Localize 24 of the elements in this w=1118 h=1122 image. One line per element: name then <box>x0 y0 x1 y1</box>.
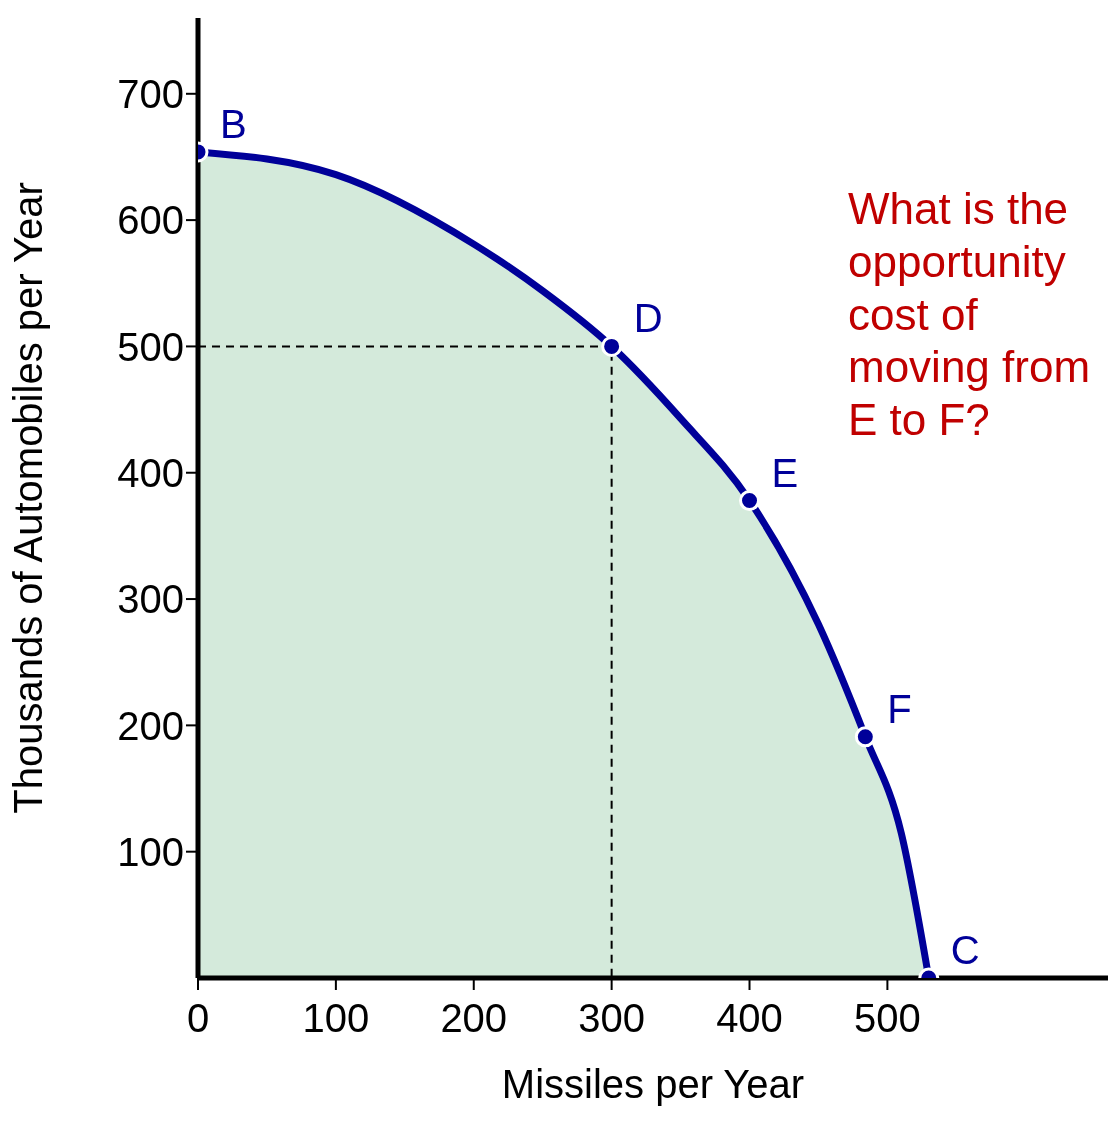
annotation: What is the opportunity cost of moving from E to F? <box>848 183 1092 447</box>
point <box>601 335 623 357</box>
annotation: C <box>950 928 980 972</box>
x-tick-label: 200 <box>440 996 508 1041</box>
point <box>854 726 876 748</box>
annotation: D <box>633 296 663 341</box>
x-tick-label: 300 <box>578 996 646 1041</box>
x-tick-label: 400 <box>716 996 783 1041</box>
annotation: B <box>220 101 247 146</box>
y-tick-label: 100 <box>117 829 184 874</box>
y-tick-label: 500 <box>117 324 184 369</box>
x-tick-label: 100 <box>302 996 370 1041</box>
y-tick-label: 400 <box>117 450 184 495</box>
annotation: E <box>771 450 799 495</box>
x-axis-title: Missiles per Year <box>501 1062 805 1106</box>
y-axis-title: Thousands of Automobiles per Year <box>6 182 51 814</box>
y-tick-label: 700 <box>117 71 184 116</box>
x-tick-label: 500 <box>854 996 921 1041</box>
y-tick-label: 200 <box>117 703 184 748</box>
x-tick-label: 0 <box>186 996 210 1041</box>
point <box>739 490 761 512</box>
y-tick-label: 300 <box>117 577 184 622</box>
annotation: F <box>887 686 912 731</box>
y-tick-label: 600 <box>117 198 184 243</box>
